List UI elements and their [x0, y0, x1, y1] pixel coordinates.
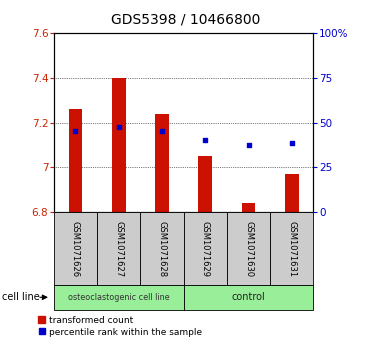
- Text: cell line: cell line: [2, 292, 40, 302]
- Point: [246, 142, 252, 148]
- Text: GSM1071629: GSM1071629: [201, 221, 210, 277]
- Bar: [112, 78, 126, 212]
- Bar: [242, 203, 256, 212]
- Bar: [69, 109, 82, 212]
- Bar: [198, 156, 212, 212]
- Point: [116, 124, 122, 130]
- Text: GSM1071631: GSM1071631: [288, 221, 296, 277]
- Point: [202, 138, 208, 143]
- Text: GDS5398 / 10466800: GDS5398 / 10466800: [111, 13, 260, 27]
- Text: GSM1071626: GSM1071626: [71, 221, 80, 277]
- Legend: transformed count, percentile rank within the sample: transformed count, percentile rank withi…: [38, 316, 202, 337]
- Text: GSM1071630: GSM1071630: [244, 221, 253, 277]
- Point: [289, 140, 295, 146]
- Bar: [285, 174, 299, 212]
- Point: [72, 129, 78, 134]
- Text: GSM1071627: GSM1071627: [114, 221, 123, 277]
- Text: GSM1071628: GSM1071628: [158, 221, 167, 277]
- Text: control: control: [232, 292, 265, 302]
- Bar: [155, 114, 169, 212]
- Text: osteoclastogenic cell line: osteoclastogenic cell line: [68, 293, 170, 302]
- Point: [159, 129, 165, 134]
